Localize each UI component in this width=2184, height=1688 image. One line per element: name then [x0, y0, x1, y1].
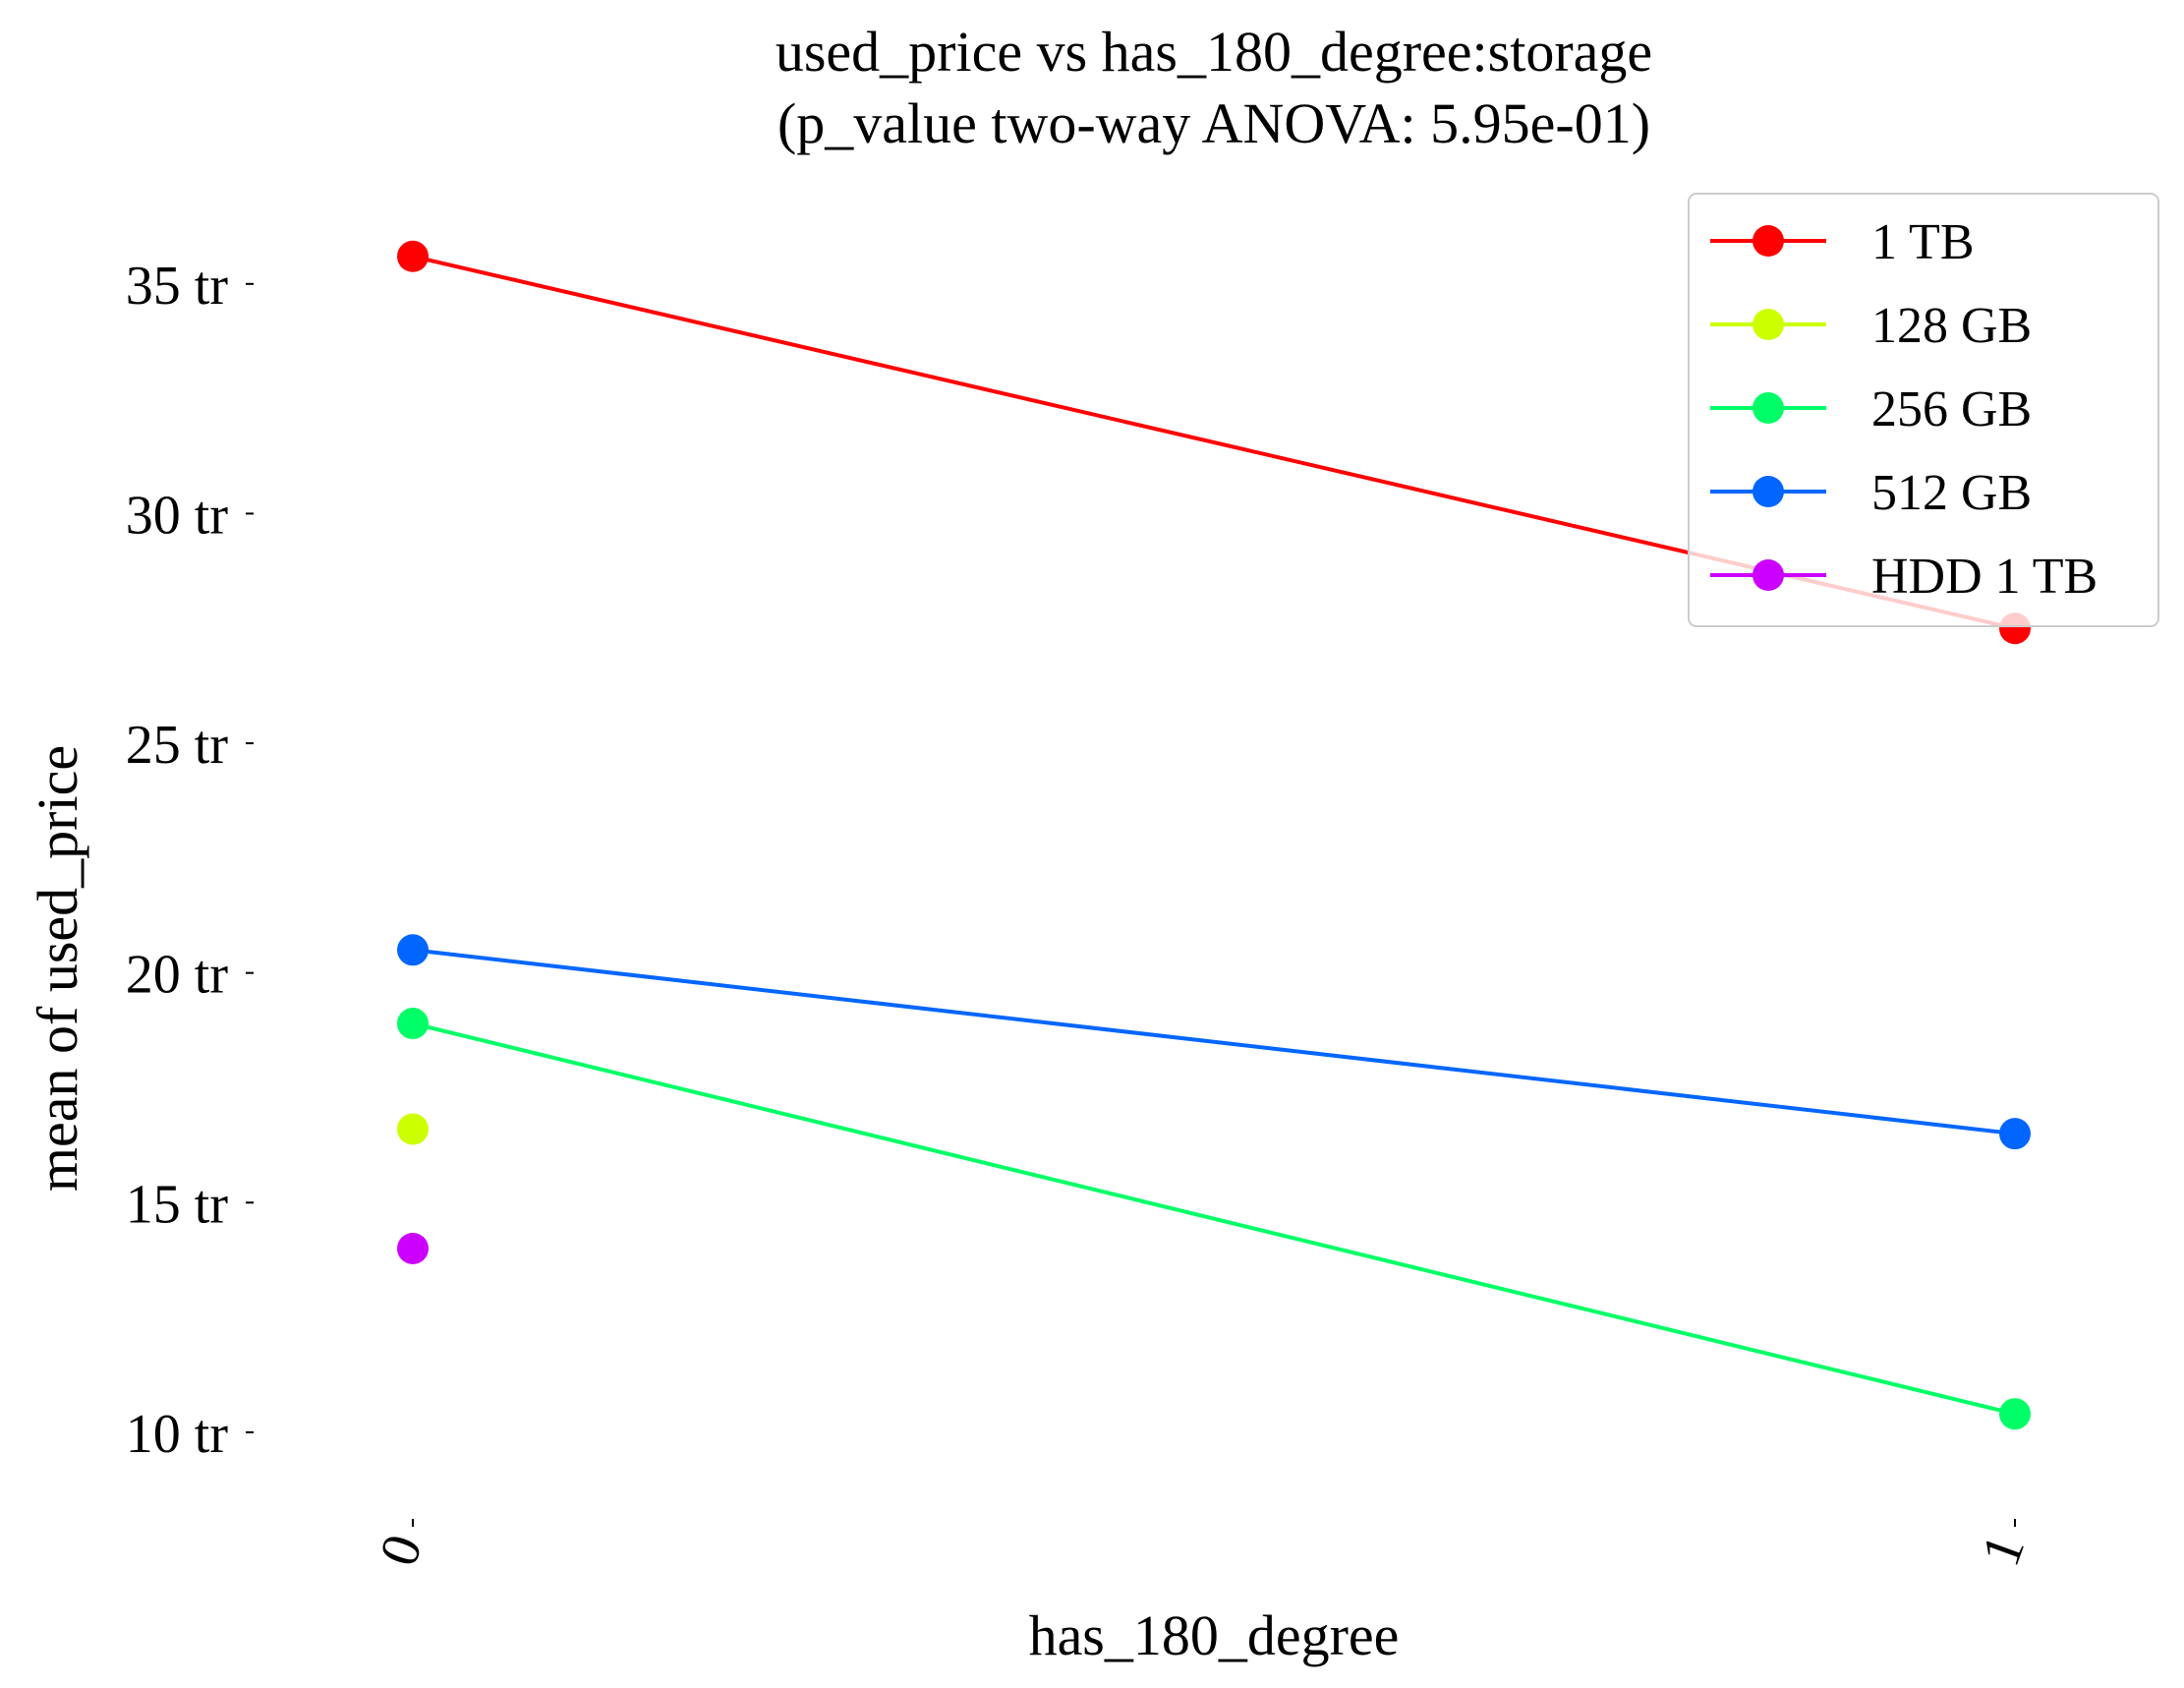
- data-point-256-gb: [397, 1008, 429, 1040]
- x-axis-label: has_180_degree: [1029, 1603, 1400, 1667]
- data-point-512-gb: [1999, 1118, 2031, 1150]
- legend-label-128-gb: 128 GB: [1871, 298, 2032, 354]
- x-tick-label: 1: [1970, 1527, 2037, 1574]
- legend-marker-512-gb: [1753, 476, 1784, 507]
- legend-label-256-gb: 256 GB: [1871, 381, 2032, 437]
- series-line-512-gb: [412, 948, 2016, 1136]
- data-point-256-gb: [1999, 1398, 2031, 1430]
- y-tick-label: 25 tr: [126, 715, 229, 776]
- legend-label-512-gb: 512 GB: [1871, 465, 2032, 521]
- legend-label-hdd-1-tb: HDD 1 TB: [1871, 549, 2098, 605]
- legend-label-1-tb: 1 TB: [1871, 214, 1975, 270]
- y-tick-label: 20 tr: [126, 945, 229, 1006]
- legend-box: [1688, 193, 2159, 627]
- x-tick-label: 0: [368, 1527, 434, 1574]
- legend-marker-hdd-1-tb: [1753, 559, 1784, 591]
- data-point-hdd-1-tb: [397, 1232, 429, 1264]
- legend-marker-1-tb: [1753, 225, 1784, 257]
- y-axis-label: mean of used_price: [26, 745, 89, 1192]
- data-point-512-gb: [397, 934, 429, 966]
- legend-marker-128-gb: [1753, 309, 1784, 340]
- legend-marker-256-gb: [1753, 392, 1784, 424]
- y-axis-ticks: 10 tr 15 tr 20 tr 25 tr 30 tr 35 tr: [126, 256, 254, 1465]
- chart-title: used_price vs has_180_degree:storage: [776, 20, 1652, 84]
- chart-subtitle: (p_value two-way ANOVA: 5.95e-01): [777, 91, 1650, 155]
- y-tick-label: 30 tr: [126, 485, 229, 546]
- data-point-128-gb: [397, 1113, 429, 1145]
- data-point-1-tb: [397, 240, 429, 272]
- y-tick-label: 15 tr: [126, 1174, 229, 1235]
- y-tick-label: 35 tr: [126, 256, 229, 317]
- y-tick-label: 10 tr: [126, 1404, 229, 1465]
- legend: 1 TB 128 GB 256 GB 512 GB HDD 1 TB: [1688, 193, 2159, 627]
- series-line-256-gb: [412, 1021, 2016, 1417]
